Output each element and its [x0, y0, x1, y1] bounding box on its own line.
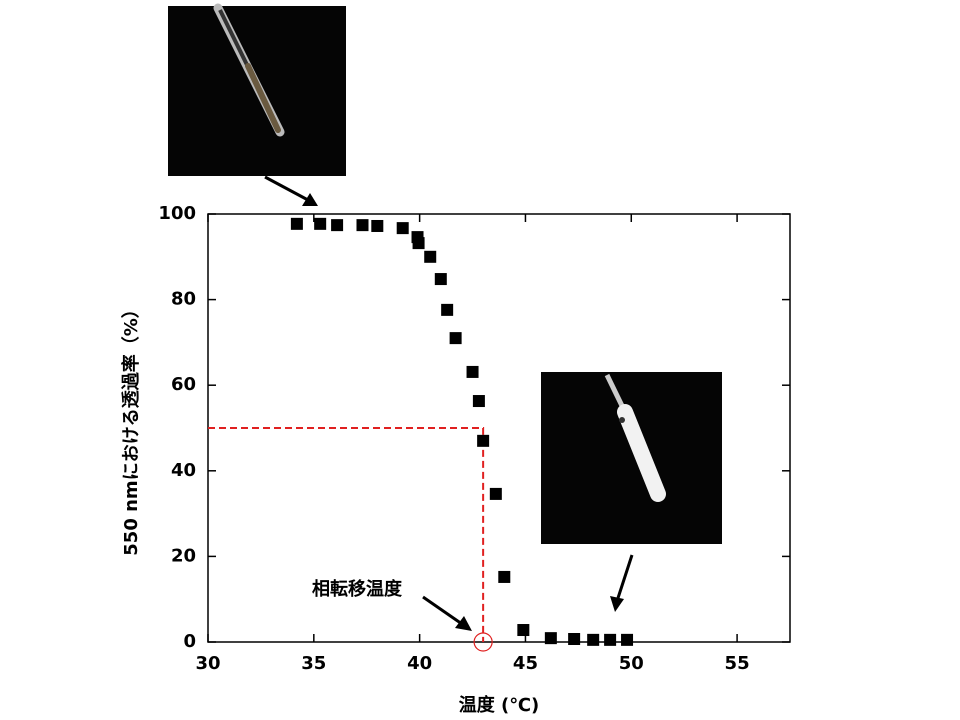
point [331, 219, 344, 232]
point [568, 633, 581, 646]
point [290, 217, 303, 230]
arrows [264, 175, 634, 631]
reference-line [208, 427, 485, 642]
point [498, 570, 511, 583]
x-axis-label: 温度 (℃) [459, 694, 540, 716]
x-tick-label: 30 [195, 653, 220, 674]
point [449, 332, 462, 345]
point [587, 633, 600, 646]
photo-bottom [541, 372, 722, 544]
annotation: 相転移温度 [312, 578, 403, 600]
y-tick-label: 60 [171, 374, 196, 395]
y-tick-label: 20 [171, 545, 196, 566]
y-tick-label: 40 [171, 460, 196, 481]
y-tick-label: 80 [171, 289, 196, 310]
photo-top [168, 3, 346, 176]
point [472, 395, 485, 408]
point [604, 633, 617, 646]
reference-marker [473, 632, 493, 652]
y-tick-label: 0 [183, 631, 196, 652]
x-tick-label: 40 [407, 653, 432, 674]
point [544, 632, 557, 645]
point [424, 250, 437, 263]
y-axis-label: 550 nmにおける透過率（%） [120, 300, 142, 555]
point [396, 222, 409, 235]
point [371, 219, 384, 232]
point [356, 219, 369, 232]
point [621, 633, 634, 646]
x-tick-label: 35 [301, 653, 326, 674]
y-tick-label: 100 [158, 203, 196, 224]
point [489, 487, 502, 500]
x-tick-label: 50 [619, 653, 644, 674]
x-tick-label: 45 [513, 653, 538, 674]
point [314, 217, 327, 230]
point [434, 273, 447, 286]
point [517, 624, 530, 637]
point [477, 434, 490, 447]
point [466, 365, 479, 378]
point [412, 237, 425, 250]
point [441, 303, 454, 316]
x-tick-label: 55 [725, 653, 750, 674]
